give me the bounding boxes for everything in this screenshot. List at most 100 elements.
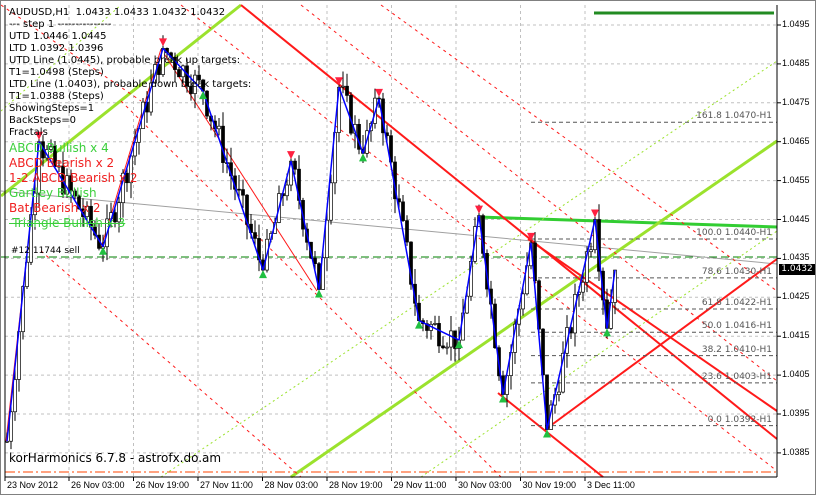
bear-channel-dotted [380, 4, 778, 292]
candle-body [445, 346, 449, 349]
candle-body [441, 345, 445, 349]
time-tick: 26 Nov 19:00 [135, 480, 190, 490]
buy-arrow-icon [359, 153, 367, 162]
candle [449, 315, 453, 361]
candle [441, 336, 445, 350]
zigzag-segment [362, 98, 380, 154]
zigzag [6, 38, 616, 442]
pattern-label: 1-2 ABCD Bearish x 2 [9, 171, 138, 185]
sell-arrow-icon [375, 88, 383, 97]
candle-body [217, 125, 221, 130]
candle-body [237, 188, 241, 191]
buy-arrow-icon [603, 328, 611, 337]
candle [329, 174, 333, 225]
time-tick: 27 Nov 11:00 [200, 480, 253, 490]
candle [125, 167, 129, 192]
price-tick: 1.0415 [782, 330, 810, 341]
zigzag-segment [338, 86, 364, 154]
zigzag-segment [530, 242, 548, 430]
price-tick: 1.0385 [782, 446, 810, 457]
candle [401, 195, 405, 222]
ohlc-values: 1.0433 1.0433 1.0432 1.0432 [75, 7, 226, 18]
pattern-label: -Triangle Bullish x 3 [9, 216, 126, 230]
candle [293, 158, 297, 175]
utd-line [477, 215, 778, 229]
zigzag-segment [38, 141, 104, 248]
candle [445, 342, 449, 355]
bull-red-line [545, 258, 778, 430]
price-tick: 1.0435 [782, 252, 810, 263]
sell-arrow-icon [287, 151, 295, 160]
step-line: --- step 1 --------------- [9, 19, 112, 30]
t1-up-text: T1=1.0498 (Steps) [9, 67, 104, 78]
candle-body [77, 195, 81, 210]
candle [325, 208, 329, 271]
price-tick: 1.0445 [782, 213, 810, 224]
candle [433, 315, 437, 326]
bear-channel-dotted [40, 250, 302, 478]
bear-channel-upper [240, 4, 778, 440]
bull-channel-1 [1, 3, 242, 198]
candle-body [313, 257, 317, 265]
indicator-brand: korHarmonics 6.7.8 - astrofx.do.am [9, 451, 222, 465]
price-tick: 1.0485 [782, 57, 810, 68]
candle-body [449, 330, 453, 348]
utd-text: UTD 1.0446 1.0445 [9, 31, 107, 42]
candle-body [521, 293, 525, 310]
candle-body [401, 201, 405, 221]
candle-body [241, 189, 245, 196]
candle [177, 67, 181, 78]
zigzag-segment [162, 47, 204, 92]
candle [53, 141, 57, 169]
ltd-line-text: LTD Line (1.0403), probable down break t… [9, 79, 252, 90]
candle [237, 174, 241, 199]
time-tick: 3 Dec 11:00 [587, 480, 635, 490]
candle [429, 320, 433, 340]
candle [409, 241, 413, 290]
candle [229, 147, 233, 190]
candle-body [5, 440, 9, 443]
candle [345, 73, 349, 102]
buy-arrow-icon [455, 340, 463, 349]
candle-body [53, 145, 57, 167]
zigzag-segment [378, 98, 420, 321]
candle [13, 365, 17, 421]
candle-body [177, 69, 181, 78]
gray-line [1, 190, 778, 265]
candle-body [69, 175, 73, 192]
candle-body [113, 212, 117, 223]
zigzag-segment [418, 319, 460, 341]
candle [73, 188, 77, 200]
candle [557, 379, 561, 402]
candle-body [285, 184, 289, 197]
pattern-label: ABCD Bullish x 4 [9, 141, 109, 155]
candle [341, 71, 345, 94]
zigzag-segment [318, 87, 340, 290]
candle-body [325, 219, 329, 259]
candle-body [405, 220, 409, 243]
utd-line-text: UTD Line (1.0445), probable break up tar… [9, 55, 241, 66]
candle [157, 64, 161, 83]
candle [349, 92, 353, 136]
buy-arrow-icon [543, 429, 551, 438]
candle [197, 65, 201, 85]
sell-arrow-icon [475, 205, 483, 214]
showing-steps: ShowingSteps=1 [9, 103, 95, 114]
candle [561, 341, 565, 394]
candle-body [189, 85, 193, 94]
time-tick: 23 Nov 2012 [7, 480, 59, 490]
candle-body [557, 391, 561, 395]
candle [57, 160, 61, 172]
candle-body [221, 125, 225, 163]
bear-channel-lower [497, 392, 604, 478]
candle-body [293, 160, 297, 170]
sell-arrow-icon [35, 131, 43, 140]
order-label: #12 11744 sell [11, 246, 80, 256]
buy-arrow-icon [259, 270, 267, 279]
bear-channel-dotted [120, 100, 502, 478]
symbol-header: AUDUSD,H1 1.0433 1.0433 1.0432 1.0432 [9, 7, 225, 18]
pattern-label: Bat Bearish x 2 [9, 201, 101, 215]
current-price-label: 1.0432 [779, 264, 815, 276]
